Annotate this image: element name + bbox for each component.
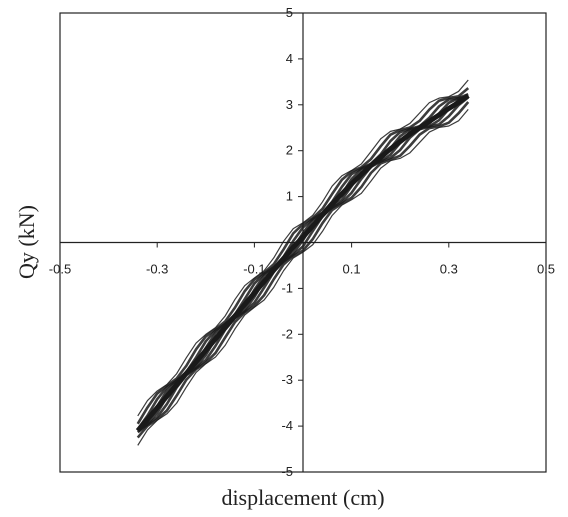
y-tick-label: 5 [286,5,293,20]
x-axis-title: displacement (cm) [221,485,384,510]
y-tick-label: -4 [281,418,293,433]
x-tick-label: -0.5 [49,262,71,277]
series-backbone [135,93,470,433]
y-tick-label: 1 [286,189,293,204]
y-tick-label: -3 [281,372,293,387]
x-axis-ticks: -0.5 -0.3 -0.1 0.1 0.3 0.5 [49,242,555,277]
y-axis-title: Qy (kN) [14,205,39,279]
y-tick-label: -5 [281,464,293,479]
x-tick-label: -0.1 [243,262,265,277]
y-tick-label: -1 [281,280,293,295]
y-tick-label: 2 [286,143,293,158]
series-group [135,79,470,446]
y-tick-label: 4 [286,51,293,66]
y-axis-ticks: -5 -4 -3 -2 -1 1 2 3 4 5 [281,5,303,479]
x-tick-label: 0.5 [537,262,555,277]
axes [60,13,546,472]
series-line [137,109,469,446]
x-tick-label: 0.3 [440,262,458,277]
series-line [136,101,470,439]
x-tick-label: -0.3 [146,262,168,277]
series-line [136,87,470,425]
y-tick-label: -2 [281,326,293,341]
x-tick-label: 0.1 [343,262,361,277]
y-tick-label: 3 [286,97,293,112]
series-line [137,79,469,417]
